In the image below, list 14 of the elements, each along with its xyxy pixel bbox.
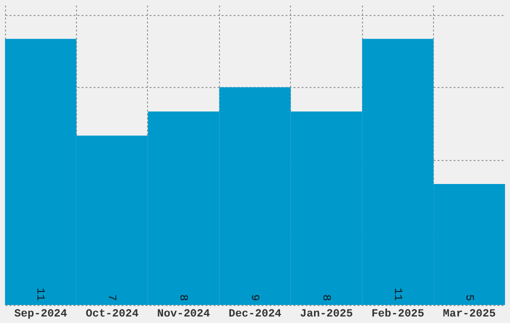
data-label: 8 xyxy=(319,294,332,301)
x-tick-label: Feb-2025 xyxy=(371,308,425,320)
x-tick-label: Jan-2025 xyxy=(300,308,354,320)
data-label: 9 xyxy=(248,294,260,301)
data-label: 11 xyxy=(390,288,403,302)
data-label: 7 xyxy=(105,294,118,301)
x-tick-label: Oct-2024 xyxy=(86,308,139,320)
x-tick-label: Nov-2024 xyxy=(157,308,210,320)
x-tick-label: Dec-2024 xyxy=(228,308,282,320)
x-tick-label: Sep-2024 xyxy=(14,308,68,320)
data-label: 11 xyxy=(34,288,46,302)
data-label: 8 xyxy=(176,294,189,301)
data-label: 5 xyxy=(462,294,474,301)
x-tick-label: Mar-2025 xyxy=(442,308,496,320)
